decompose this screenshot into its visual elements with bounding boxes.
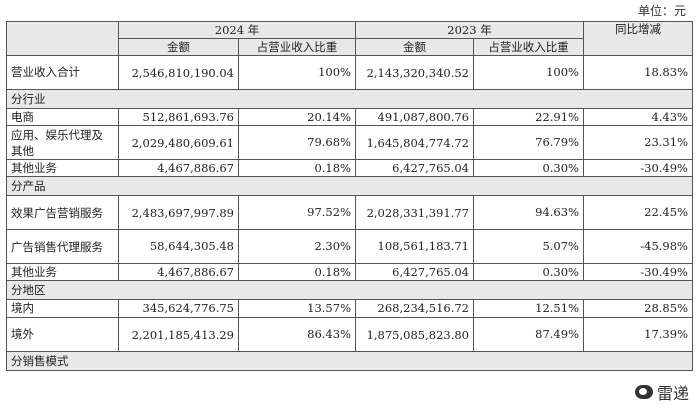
amount-2023: 2,143,320,340.52 (355, 55, 474, 90)
section-title: 分销售模式 (6, 351, 693, 371)
share-2024: 100% (238, 55, 356, 90)
table-row: 效果广告营销服务 2,483,697,997.89 97.52% 2,028,3… (6, 195, 693, 230)
share-2023: 12.51% (473, 299, 584, 318)
yoy-change: 23.31% (583, 125, 693, 160)
watermark: 雷递 (631, 380, 692, 404)
amount-2024: 2,546,810,190.04 (118, 55, 239, 90)
section-row-sales-model: 分销售模式 (6, 351, 693, 371)
amount-2023: 1,875,085,823.80 (355, 317, 474, 352)
header-row-years: 2024 年 2023 年 同比增减 (6, 21, 693, 56)
amount-2023: 1,645,804,774.72 (355, 125, 474, 160)
section-row-industry: 分行业 (6, 89, 693, 109)
section-title: 分行业 (6, 89, 693, 109)
table-row: 广告销售代理服务 58,644,305.48 2.30% 108,561,183… (6, 229, 693, 264)
revenue-table: 2024 年 2023 年 同比增减 金额 占营业收入比重 金额 占营业收入比重… (6, 21, 693, 371)
amount-2024: 2,483,697,997.89 (118, 195, 239, 230)
header-blank (6, 21, 119, 56)
yoy-change: -30.49% (583, 159, 693, 177)
share-2024: 86.43% (238, 317, 356, 352)
section-row-region: 分地区 (6, 280, 693, 300)
table-row-total: 营业收入合计 2,546,810,190.04 100% 2,143,320,3… (6, 55, 693, 90)
share-2023: 0.30% (473, 159, 584, 177)
row-label: 其他业务 (6, 159, 119, 177)
row-label: 电商 (6, 108, 119, 126)
row-label: 应用、娱乐代理及其他 (6, 125, 119, 160)
amount-2023: 6,427,765.04 (355, 263, 474, 281)
table-row: 境外 2,201,185,413.29 86.43% 1,875,085,823… (6, 317, 693, 352)
yoy-change: 22.45% (583, 195, 693, 230)
amount-2023: 6,427,765.04 (355, 159, 474, 177)
share-2023: 100% (473, 55, 584, 90)
table-row: 电商 512,861,693.76 20.14% 491,087,800.76 … (6, 108, 693, 126)
amount-2023: 268,234,516.72 (355, 299, 474, 318)
row-label: 境外 (6, 317, 119, 352)
yoy-change: -45.98% (583, 229, 693, 264)
amount-2024: 58,644,305.48 (118, 229, 239, 264)
yoy-change: 28.85% (583, 299, 693, 318)
section-row-product: 分产品 (6, 176, 693, 196)
amount-2024: 4,467,886.67 (118, 263, 239, 281)
amount-2024: 4,467,886.67 (118, 159, 239, 177)
share-2023: 5.07% (473, 229, 584, 264)
header-2023: 2023 年 (355, 21, 584, 39)
table-row: 其他业务 4,467,886.67 0.18% 6,427,765.04 0.3… (6, 263, 693, 281)
section-title: 分地区 (6, 280, 693, 300)
yoy-change: 18.83% (583, 55, 693, 90)
header-share-2023: 占营业收入比重 (473, 38, 584, 56)
amount-2023: 2,028,331,391.77 (355, 195, 474, 230)
amount-2023: 108,561,183.71 (355, 229, 474, 264)
share-2023: 22.91% (473, 108, 584, 126)
table-row: 应用、娱乐代理及其他 2,029,480,609.61 79.68% 1,645… (6, 125, 693, 160)
share-2024: 13.57% (238, 299, 356, 318)
share-2024: 97.52% (238, 195, 356, 230)
table-row: 其他业务 4,467,886.67 0.18% 6,427,765.04 0.3… (6, 159, 693, 177)
share-2024: 79.68% (238, 125, 356, 160)
section-title: 分产品 (6, 176, 693, 196)
share-2024: 0.18% (238, 159, 356, 177)
header-yoy: 同比增减 (583, 21, 693, 56)
amount-2024: 512,861,693.76 (118, 108, 239, 126)
yoy-change: 17.39% (583, 317, 693, 352)
share-2023: 0.30% (473, 263, 584, 281)
header-row-cols: 金额 占营业收入比重 金额 占营业收入比重 (7, 38, 693, 56)
amount-2024: 2,201,185,413.29 (118, 317, 239, 352)
row-label: 效果广告营销服务 (6, 195, 119, 230)
yoy-change: 4.43% (583, 108, 693, 126)
yoy-change: -30.49% (583, 263, 693, 281)
share-2023: 94.63% (473, 195, 584, 230)
row-label: 营业收入合计 (6, 55, 119, 90)
amount-2024: 345,624,776.75 (118, 299, 239, 318)
row-label: 广告销售代理服务 (6, 229, 119, 264)
unit-label: 单位：元 (637, 4, 686, 18)
table-row: 境内 345,624,776.75 13.57% 268,234,516.72 … (6, 299, 693, 318)
header-2024: 2024 年 (118, 21, 356, 39)
header-share-2024: 占营业收入比重 (238, 38, 356, 56)
share-2024: 0.18% (238, 263, 356, 281)
weibo-logo-icon (634, 385, 653, 399)
row-label: 境内 (6, 299, 119, 318)
share-2024: 20.14% (238, 108, 356, 126)
header-amount-2023: 金额 (355, 38, 474, 56)
row-label: 其他业务 (6, 263, 119, 281)
share-2023: 76.79% (473, 125, 584, 160)
share-2023: 87.49% (473, 317, 584, 352)
amount-2024: 2,029,480,609.61 (118, 125, 239, 160)
share-2024: 2.30% (238, 229, 356, 264)
watermark-text: 雷递 (656, 384, 689, 403)
amount-2023: 491,087,800.76 (355, 108, 474, 126)
header-amount-2024: 金额 (118, 38, 239, 56)
